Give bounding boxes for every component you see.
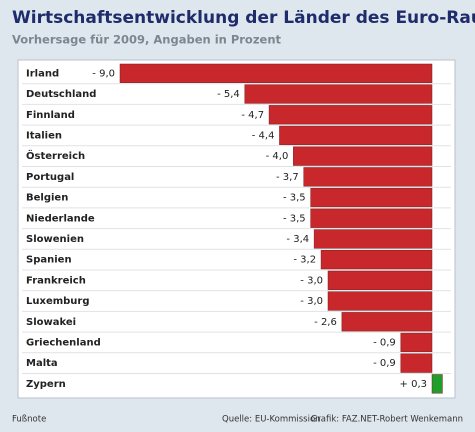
value-label: + 0,3 <box>400 379 427 390</box>
category-label: Deutschland <box>26 89 96 100</box>
bar <box>327 291 433 311</box>
value-label: - 3,7 <box>276 172 299 183</box>
category-label: Portugal <box>26 172 74 183</box>
bar <box>310 208 433 228</box>
value-label: - 3,0 <box>300 275 323 286</box>
bar <box>400 332 433 353</box>
category-label: Irland <box>26 68 59 79</box>
category-label: Zypern <box>26 379 66 390</box>
bar <box>320 250 433 270</box>
category-label: Luxemburg <box>26 296 90 307</box>
value-label: - 5,4 <box>217 89 240 100</box>
bar <box>303 167 433 187</box>
bar <box>293 146 433 166</box>
category-label: Slowakei <box>26 317 76 328</box>
value-label: - 2,6 <box>314 317 337 328</box>
value-label: - 3,4 <box>286 234 309 245</box>
footnote: Fußnote <box>12 415 46 425</box>
source: Quelle: EU-Kommission <box>222 415 321 425</box>
value-label: - 3,5 <box>283 193 306 204</box>
bar <box>400 353 433 373</box>
chart-title: Wirtschaftsentwicklung der Länder des Eu… <box>12 8 475 28</box>
chart-subtitle: Vorhersage für 2009, Angaben in Prozent <box>12 33 282 47</box>
bar <box>431 374 443 394</box>
value-label: - 3,5 <box>283 213 306 224</box>
bar <box>313 229 433 249</box>
category-label: Malta <box>26 358 58 369</box>
category-label: Spanien <box>26 255 72 266</box>
value-label: - 4,0 <box>266 151 289 162</box>
value-label: - 4,7 <box>241 110 264 121</box>
bar <box>327 270 433 290</box>
value-label: - 9,0 <box>92 68 115 79</box>
category-label: Belgien <box>26 193 68 204</box>
bar <box>279 125 433 146</box>
category-label: Frankreich <box>26 275 86 286</box>
bar <box>268 105 433 125</box>
bar <box>119 63 433 83</box>
value-label: - 0,9 <box>373 337 396 348</box>
category-label: Griechenland <box>26 337 101 348</box>
category-label: Niederlande <box>26 213 95 224</box>
bar <box>341 312 433 332</box>
bar <box>310 187 433 208</box>
value-label: - 0,9 <box>373 358 396 369</box>
category-label: Österreich <box>26 148 85 162</box>
value-label: - 3,0 <box>300 296 323 307</box>
category-label: Finnland <box>26 110 75 121</box>
credit: Grafik: FAZ.NET-Robert Wenkemann <box>311 415 463 425</box>
bar <box>244 84 433 104</box>
category-label: Slowenien <box>26 234 84 245</box>
category-label: Italien <box>26 130 62 141</box>
value-label: - 4,4 <box>252 130 275 141</box>
value-label: - 3,2 <box>293 255 316 266</box>
